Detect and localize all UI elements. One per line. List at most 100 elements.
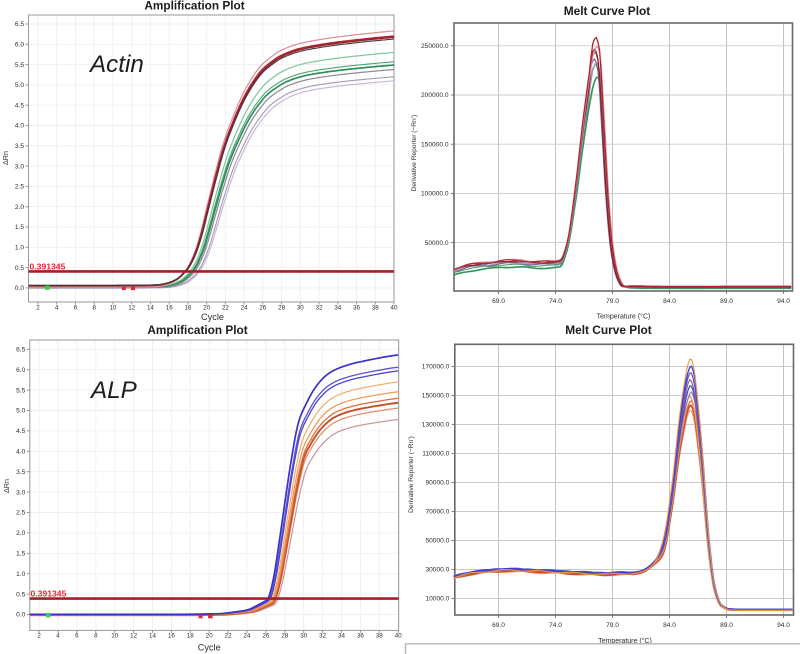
svg-text:ΔRn: ΔRn [2,479,11,493]
svg-text:28: 28 [278,304,285,311]
svg-text:30: 30 [297,304,304,311]
svg-text:Amplification Plot: Amplification Plot [144,0,244,12]
svg-text:Derivative Reporter (−Rn’): Derivative Reporter (−Rn’) [411,115,418,192]
svg-text:1.0: 1.0 [16,571,25,578]
svg-text:90000.0: 90000.0 [425,480,449,487]
svg-text:79.0: 79.0 [606,298,619,305]
svg-text:34: 34 [334,304,341,311]
svg-text:26: 26 [262,633,269,640]
svg-text:150000.0: 150000.0 [421,141,449,148]
svg-text:200000.0: 200000.0 [421,92,449,99]
svg-text:0.391345: 0.391345 [31,588,67,598]
svg-text:4: 4 [56,633,60,640]
svg-text:110000.0: 110000.0 [422,451,449,458]
svg-text:20: 20 [203,304,210,311]
svg-text:94.0: 94.0 [777,622,790,629]
svg-text:69.0: 69.0 [492,622,505,629]
svg-text:10000.0: 10000.0 [425,596,449,603]
svg-text:34: 34 [338,633,345,640]
svg-text:22: 22 [225,633,232,640]
svg-text:3.0: 3.0 [16,489,25,496]
svg-text:Actin: Actin [88,51,144,78]
svg-text:16: 16 [166,304,173,311]
svg-text:Melt Curve Plot: Melt Curve Plot [565,323,652,337]
svg-text:84.0: 84.0 [663,622,676,629]
svg-text:5.5: 5.5 [16,387,25,394]
svg-text:30000.0: 30000.0 [425,567,449,574]
svg-text:4.5: 4.5 [16,428,25,435]
svg-text:0.0: 0.0 [15,285,24,292]
svg-text:2.5: 2.5 [15,184,24,191]
svg-text:0.5: 0.5 [16,591,25,598]
svg-text:32: 32 [316,304,323,311]
svg-text:4.0: 4.0 [15,123,24,130]
svg-text:2: 2 [37,633,41,640]
svg-text:84.0: 84.0 [663,298,676,305]
svg-text:12: 12 [130,633,137,640]
svg-text:2: 2 [36,304,40,311]
svg-text:36: 36 [357,633,364,640]
svg-text:4.0: 4.0 [16,449,25,456]
svg-text:0.391345: 0.391345 [30,261,66,271]
svg-text:6.5: 6.5 [16,347,25,354]
svg-text:6: 6 [75,633,79,640]
svg-text:12: 12 [128,304,135,311]
svg-text:2.5: 2.5 [16,510,25,517]
svg-text:36: 36 [353,304,360,311]
svg-text:38: 38 [372,304,379,311]
svg-text:6.0: 6.0 [16,367,25,374]
svg-text:170000.0: 170000.0 [422,364,450,371]
svg-text:130000.0: 130000.0 [422,422,450,429]
svg-text:ΔRn: ΔRn [1,151,10,165]
svg-text:2.0: 2.0 [16,530,25,537]
svg-text:16: 16 [168,633,175,640]
svg-text:89.0: 89.0 [720,622,733,629]
svg-text:10: 10 [109,304,116,311]
svg-text:32: 32 [319,633,326,640]
svg-text:100000.0: 100000.0 [421,191,449,198]
svg-text:94.0: 94.0 [777,298,790,305]
svg-text:38: 38 [376,633,383,640]
svg-text:6: 6 [74,304,78,311]
svg-text:Amplification Plot: Amplification Plot [147,323,247,337]
svg-text:3.0: 3.0 [15,163,24,170]
svg-text:Temperature (°C): Temperature (°C) [598,637,652,645]
svg-text:0.0: 0.0 [16,612,25,619]
svg-text:89.0: 89.0 [720,298,733,305]
svg-text:ALP: ALP [89,377,137,404]
svg-text:2.0: 2.0 [15,204,24,211]
svg-text:8: 8 [92,304,96,311]
svg-text:3.5: 3.5 [15,143,24,150]
svg-text:Temperature (°C): Temperature (°C) [597,312,651,320]
svg-text:24: 24 [244,633,251,640]
svg-text:250000.0: 250000.0 [421,43,449,50]
svg-text:74.0: 74.0 [549,298,562,305]
svg-text:79.0: 79.0 [606,622,619,629]
svg-text:14: 14 [147,304,154,311]
svg-text:Cycle: Cycle [201,312,224,322]
svg-text:4.5: 4.5 [15,102,24,109]
svg-text:1.5: 1.5 [16,551,25,558]
svg-text:8: 8 [94,633,98,640]
svg-text:0.5: 0.5 [15,265,24,272]
svg-text:40: 40 [395,633,402,640]
svg-text:14: 14 [149,633,156,640]
svg-text:22: 22 [222,304,229,311]
svg-text:4: 4 [55,304,59,311]
svg-text:Melt Curve Plot: Melt Curve Plot [564,4,651,18]
svg-text:Cycle: Cycle [198,642,221,652]
svg-text:24: 24 [241,304,248,311]
svg-text:40: 40 [391,304,398,311]
svg-text:1.0: 1.0 [15,245,24,252]
svg-text:6.5: 6.5 [15,21,24,28]
svg-text:26: 26 [259,304,266,311]
svg-text:5.0: 5.0 [16,408,25,415]
svg-text:150000.0: 150000.0 [422,393,450,400]
svg-text:10: 10 [111,633,118,640]
svg-text:3.5: 3.5 [16,469,25,476]
svg-text:28: 28 [281,633,288,640]
svg-text:5.5: 5.5 [15,62,24,69]
svg-text:50000.0: 50000.0 [425,240,449,247]
svg-text:6.0: 6.0 [15,42,24,49]
svg-text:1.5: 1.5 [15,224,24,231]
